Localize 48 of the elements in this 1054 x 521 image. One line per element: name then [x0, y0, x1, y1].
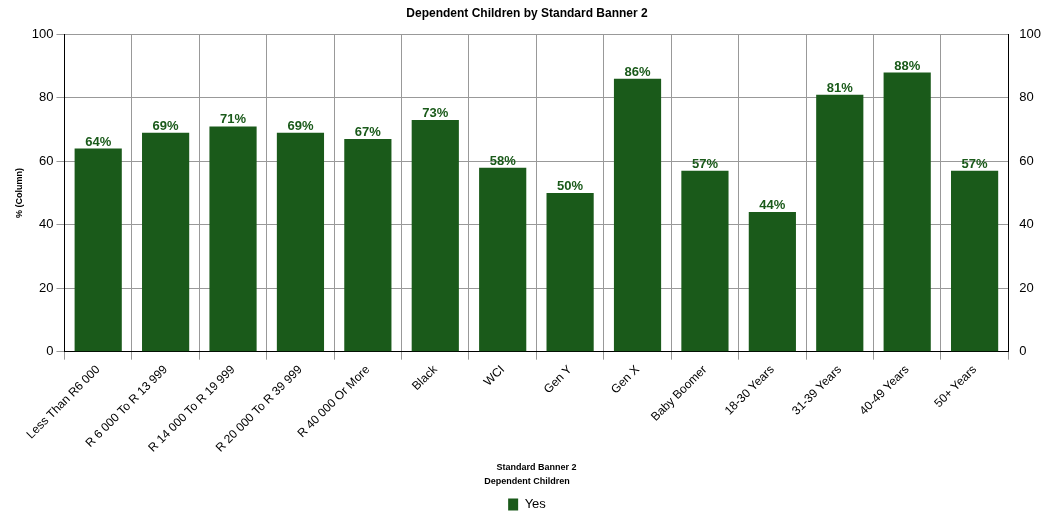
- data-label: 44%: [759, 197, 786, 213]
- y2-tick-label: 0: [1019, 343, 1027, 359]
- legend-label: Yes: [524, 496, 547, 512]
- data-label: 88%: [894, 57, 921, 73]
- chart-title: Dependent Children by Standard Banner 2: [406, 5, 649, 20]
- bar: [681, 170, 729, 352]
- y2-tick-label: 20: [1019, 279, 1034, 295]
- bar: [546, 193, 594, 352]
- data-label: 57%: [961, 155, 989, 171]
- data-label: 69%: [287, 117, 314, 133]
- data-label: 81%: [826, 79, 854, 95]
- data-label: 73%: [422, 105, 449, 121]
- data-label: 50%: [557, 178, 584, 194]
- y2-tick-label: 80: [1019, 89, 1034, 105]
- y-tick-label: 0: [46, 343, 54, 359]
- data-label: 86%: [624, 63, 651, 79]
- y2-tick-label: 40: [1019, 216, 1034, 232]
- bar: [276, 132, 325, 352]
- data-label: 69%: [152, 117, 180, 133]
- x-tick-label: Gen Y: [540, 362, 575, 397]
- data-label: 64%: [85, 133, 112, 149]
- bar: [816, 94, 864, 352]
- bar: [951, 170, 999, 352]
- bar: [209, 126, 257, 352]
- data-label: 57%: [691, 155, 719, 171]
- y-axis-title: % (Column): [13, 168, 24, 219]
- bar: [74, 148, 122, 352]
- bar: [613, 78, 662, 352]
- bar: [344, 139, 392, 352]
- bar: [411, 120, 459, 352]
- bar: [142, 132, 190, 352]
- y2-tick-label: 60: [1019, 152, 1034, 168]
- x-axis-title: Standard Banner 2: [496, 462, 577, 473]
- y-tick-label: 40: [39, 216, 54, 232]
- y-tick-label: 100: [31, 25, 54, 41]
- x-tick-label: Gen X: [608, 362, 642, 397]
- y2-tick-label: 100: [1019, 25, 1042, 41]
- y-tick-label: 60: [39, 152, 54, 168]
- x-tick-label: WCI: [480, 362, 508, 389]
- data-label: 58%: [489, 152, 517, 168]
- y-tick-label: 80: [39, 89, 54, 105]
- bar: [479, 167, 527, 352]
- data-label: 71%: [220, 111, 247, 127]
- data-label: 67%: [354, 124, 382, 140]
- bar: [748, 212, 796, 352]
- legend-title: Dependent Children: [484, 476, 570, 487]
- bar: [883, 72, 931, 352]
- y-tick-label: 20: [39, 279, 54, 295]
